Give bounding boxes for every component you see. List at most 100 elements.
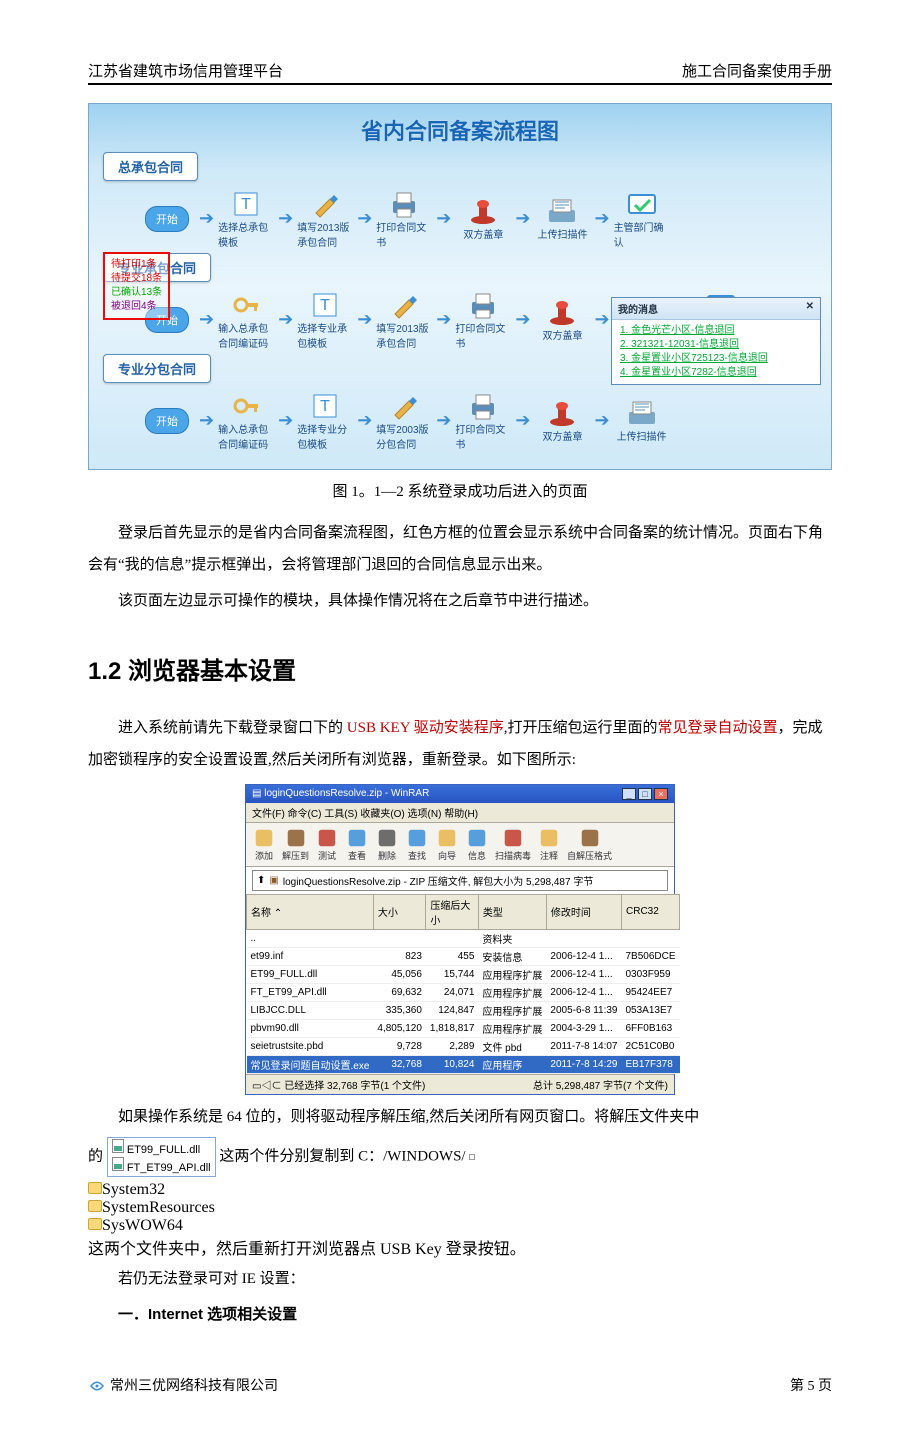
footer-page-number: 第 5 页 — [790, 1375, 832, 1395]
winrar-menubar[interactable]: 文件(F) 命令(C) 工具(S) 收藏夹(O) 选项(N) 帮助(H) — [246, 803, 674, 823]
paragraph-6: 若仍无法登录可对 IE 设置： — [88, 1263, 832, 1295]
message-item[interactable]: 1. 金色光芒小区-信息退回 — [620, 324, 812, 338]
svg-text:T: T — [241, 196, 251, 213]
paragraph-3: 进入系统前请先下载登录窗口下的 USB KEY 驱动安装程序,打开压缩包运行里面… — [88, 712, 832, 776]
table-cell: 2006-12-4 1... — [546, 947, 621, 965]
toolbar-button[interactable]: 测试 — [315, 827, 339, 862]
winrar-path-text: loginQuestionsResolve.zip - ZIP 压缩文件, 解包… — [283, 873, 593, 888]
table-cell: 安装信息 — [478, 947, 546, 965]
toolbar-button[interactable]: 删除 — [375, 827, 399, 862]
paragraph-1: 登录后首先显示的是省内合同备案流程图，红色方框的位置会显示系统中合同备案的统计情… — [88, 517, 832, 581]
arrow-icon: ➔ — [278, 410, 293, 431]
link-usb-key-driver: USB KEY 驱动安装程序 — [347, 720, 504, 736]
table-cell: 1,818,817 — [426, 1019, 479, 1037]
table-row[interactable]: ET99_FULL.dll45,05615,744应用程序扩展2006-12-4… — [247, 965, 680, 983]
table-cell: 应用程序扩展 — [478, 1001, 546, 1019]
pen-icon — [387, 391, 421, 421]
toolbar-button[interactable]: 解压到 — [282, 827, 309, 862]
table-cell — [373, 929, 426, 947]
table-cell: 常见登录问题自动设置.exe — [247, 1055, 374, 1073]
table-cell: EB17F378 — [622, 1055, 680, 1073]
flow-node: T选择总承包模板 — [218, 189, 274, 249]
folder-syswow64: SysWOW64 — [88, 1217, 832, 1235]
toolbar-button[interactable]: 信息 — [465, 827, 489, 862]
table-cell: .. — [247, 929, 374, 947]
tpl-icon: T — [308, 290, 342, 320]
flow-node: 双方盖章 — [534, 297, 590, 342]
status-right: 总计 5,298,487 字节(7 个文件) — [533, 1077, 668, 1092]
table-row[interactable]: 常见登录问题自动设置.exe32,76810,824应用程序2011-7-8 1… — [247, 1055, 680, 1073]
minimize-icon[interactable]: _ — [622, 788, 636, 800]
table-row[interactable]: pbvm90.dll4,805,1201,818,817应用程序扩展2004-3… — [247, 1019, 680, 1037]
toolbar-button[interactable]: 查找 — [405, 827, 429, 862]
table-header[interactable]: 大小 — [373, 894, 426, 929]
table-header[interactable]: 压缩后大小 — [426, 894, 479, 929]
folder-icon — [88, 1182, 102, 1194]
toolbar-button[interactable]: 向导 — [435, 827, 459, 862]
toolbar-button[interactable]: 注释 — [537, 827, 561, 862]
arrow-icon: ➔ — [594, 208, 609, 229]
arrow-icon: ➔ — [436, 309, 451, 330]
table-header[interactable]: 类型 — [478, 894, 546, 929]
key-icon — [229, 391, 263, 421]
toolbar-button[interactable]: 添加 — [252, 827, 276, 862]
up-icon[interactable]: ⬆ — [257, 875, 265, 886]
p5-b: 这两个件分别复制到 C：/WINDOWS/ — [219, 1148, 465, 1164]
table-cell — [546, 929, 621, 947]
node-label: 选择专业承包模板 — [297, 320, 353, 350]
tool-label: 解压到 — [282, 849, 309, 862]
table-row[interactable]: seietrustsite.pbd9,7282,289文件 pbd2011-7-… — [247, 1037, 680, 1055]
table-row[interactable]: LIBJCC.DLL335,360124,847应用程序扩展2005-6-8 1… — [247, 1001, 680, 1019]
table-cell — [622, 929, 680, 947]
table-cell: 2006-12-4 1... — [546, 983, 621, 1001]
dll-list-inline: ET99_FULL.dll FT_ET99_API.dll — [107, 1137, 216, 1177]
table-cell — [426, 929, 479, 947]
message-item[interactable]: 2. 321321-12031-信息退回 — [620, 338, 812, 352]
node-label: 选择专业分包模板 — [297, 421, 353, 451]
table-row[interactable]: et99.inf823455安装信息2006-12-4 1...7B506DCE — [247, 947, 680, 965]
toolbar-button[interactable]: 查看 — [345, 827, 369, 862]
p3-a: 进入系统前请先下载登录窗口下的 — [118, 720, 347, 736]
flowchart-figure: 省内合同备案流程图 总承包合同开始➔T选择总承包模板➔填写2013版承包合同➔打… — [88, 103, 832, 470]
tool-label: 查找 — [408, 849, 426, 862]
tool-label: 注释 — [540, 849, 558, 862]
table-row[interactable]: ..资料夹 — [247, 929, 680, 947]
toolbar-button[interactable]: 自解压格式 — [567, 827, 612, 862]
table-header[interactable]: 修改时间 — [546, 894, 621, 929]
flow-node: 填写2003版分包合同 — [376, 391, 432, 451]
flow-node: 双方盖章 — [534, 398, 590, 443]
print-icon — [466, 290, 500, 320]
arrow-icon: ➔ — [594, 309, 609, 330]
table-header[interactable]: CRC32 — [622, 894, 680, 929]
arrow-icon: ➔ — [357, 208, 372, 229]
paragraph-4: 如果操作系统是 64 位的，则将驱动程序解压缩,然后关闭所有网页窗口。将解压文件… — [88, 1101, 832, 1133]
pen-icon — [387, 290, 421, 320]
tpl-icon: T — [308, 391, 342, 421]
flow-node: 主管部门确认 — [614, 189, 670, 249]
footer-company: 常州三优网络科技有限公司 — [88, 1375, 278, 1396]
close-icon[interactable]: × — [654, 788, 668, 800]
arrow-icon: ➔ — [278, 208, 293, 229]
tool-icon — [405, 827, 429, 849]
flow-node: 开始 — [139, 408, 195, 434]
stat-confirmed: 已确认13条 — [111, 286, 162, 300]
node-label: 双方盖章 — [542, 327, 582, 342]
stats-redbox: 待打印1条 待提交18条 已确认13条 被退回4条 — [103, 252, 170, 320]
table-header[interactable]: 名称 ⌃ — [247, 894, 374, 929]
header-rule — [88, 83, 832, 85]
table-cell: 69,632 — [373, 983, 426, 1001]
tool-label: 删除 — [378, 849, 396, 862]
p5-a: 的 — [88, 1148, 103, 1164]
message-item[interactable]: 3. 金星置业小区725123-信息退回 — [620, 352, 812, 366]
svg-text:T: T — [320, 398, 330, 415]
toolbar-button[interactable]: 扫描病毒 — [495, 827, 531, 862]
stamp-icon — [545, 398, 579, 428]
node-label: 打印合同文书 — [455, 421, 511, 451]
table-row[interactable]: FT_ET99_API.dll69,63224,071应用程序扩展2006-12… — [247, 983, 680, 1001]
start-node: 开始 — [145, 206, 189, 232]
flow-node: 打印合同文书 — [455, 391, 511, 451]
dll-icon — [112, 1139, 124, 1153]
maximize-icon[interactable]: □ — [638, 788, 652, 800]
message-item[interactable]: 4. 金星置业小区7282-信息退回 — [620, 366, 812, 380]
close-icon[interactable]: ✕ — [806, 301, 814, 316]
